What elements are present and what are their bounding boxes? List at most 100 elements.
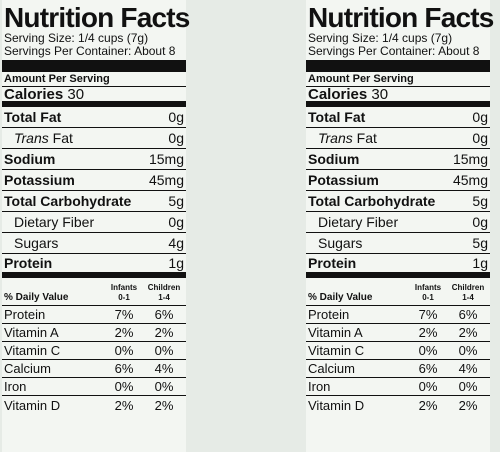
- daily-value-nutrient: Vitamin D: [4, 397, 61, 413]
- calories-label: Calories: [4, 85, 64, 103]
- daily-value-nutrient: Calcium: [4, 361, 51, 376]
- nutrient-label: Potassium: [4, 172, 75, 188]
- nutrient-row: Trans Fat 0g: [306, 128, 490, 149]
- infants-percent: 2%: [418, 397, 438, 413]
- daily-value-nutrient: Protein: [4, 307, 46, 322]
- nutrient-row: Total Fat 0g: [306, 107, 490, 128]
- nutrient-label: Dietary Fiber: [14, 214, 95, 230]
- daily-value-nutrient: Iron: [4, 379, 27, 394]
- children-percent: 4%: [154, 361, 174, 376]
- servings-per-container: Servings Per Container: About 8: [308, 44, 480, 58]
- nutrient-row: Total Fat 0g: [2, 107, 186, 128]
- nutrient-label: Trans Fat: [308, 130, 377, 146]
- infants-percent: 7%: [114, 307, 134, 322]
- nutrient-value: 4g: [168, 235, 184, 251]
- daily-value-nutrient: Vitamin C: [4, 343, 61, 358]
- infants-percent: 7%: [418, 307, 438, 322]
- nutrient-value: 45mg: [148, 172, 184, 188]
- calories-row: Calories 30: [2, 85, 186, 107]
- nutrient-value: 0g: [472, 130, 488, 146]
- infants-column-header: Infants 0-1: [414, 283, 442, 302]
- nutrient-label: Sugars: [318, 235, 363, 251]
- daily-value-label: % Daily Value: [308, 292, 373, 303]
- children-column-header: Children 1-4: [451, 283, 485, 302]
- nutrient-label-italic: Trans: [14, 130, 49, 146]
- children-percent: 0%: [154, 343, 174, 358]
- infants-percent: 0%: [418, 343, 438, 358]
- daily-value-header: % Daily Value Infants 0-1 Children 1-4: [306, 278, 490, 306]
- nutrient-label: Sugars: [14, 235, 59, 251]
- nutrients-list: Total Fat 0g Trans Fat 0g Sodium 15mg Potassiu…: [2, 107, 186, 278]
- daily-value-row: Vitamin A 2% 2%: [2, 324, 186, 342]
- nutrient-value: 5g: [472, 193, 488, 209]
- nutrient-label: Total Carbohydrate: [4, 193, 132, 209]
- children-percent: 4%: [458, 361, 478, 376]
- nutrient-value: 5g: [472, 235, 488, 251]
- amount-per-serving: Amount Per Serving: [306, 72, 490, 87]
- nutrient-value: 0g: [472, 109, 488, 125]
- infants-percent: 2%: [114, 325, 134, 340]
- daily-value-row: Vitamin A 2% 2%: [306, 324, 490, 342]
- daily-value-row: Vitamin D 2% 2%: [2, 396, 186, 414]
- nutrition-facts-panel-right: Nutrition Facts Serving Size: 1/4 cups (…: [306, 0, 494, 452]
- daily-values-list: Protein 7% 6% Vitamin A 2% 2% Vitamin C 0% 0% Cal…: [2, 306, 186, 414]
- nutrient-value: 0g: [472, 214, 488, 230]
- nutrient-label-italic: Trans: [318, 130, 353, 146]
- nutrient-value: 0g: [168, 130, 184, 146]
- nutrient-label: Dietary Fiber: [318, 214, 399, 230]
- thick-divider: [2, 60, 186, 72]
- nutrient-label: Protein: [308, 255, 357, 271]
- nutrient-row: Sodium 15mg: [306, 149, 490, 170]
- nutrient-value: 15mg: [148, 151, 184, 167]
- infants-column-header: Infants 0-1: [110, 283, 138, 302]
- daily-value-nutrient: Protein: [308, 307, 350, 322]
- children-percent: 0%: [458, 343, 478, 358]
- daily-value-row: Calcium 6% 4%: [306, 360, 490, 378]
- nutrient-row: Protein 1g: [306, 254, 490, 278]
- nutrient-label-rest: Fat: [48, 130, 73, 146]
- daily-value-row: Vitamin C 0% 0%: [2, 342, 186, 360]
- children-column-header: Children 1-4: [147, 283, 181, 302]
- nutrient-label-rest: Fat: [352, 130, 377, 146]
- nutrient-value: 45mg: [452, 172, 488, 188]
- daily-value-nutrient: Iron: [308, 379, 331, 394]
- daily-value-nutrient: Calcium: [308, 361, 355, 376]
- nutrient-row: Protein 1g: [2, 254, 186, 278]
- daily-value-nutrient: Vitamin C: [308, 343, 365, 358]
- serving-size: Serving Size: 1/4 cups (7g): [308, 31, 453, 45]
- nutrient-row: Trans Fat 0g: [2, 128, 186, 149]
- nutrient-label: Sodium: [308, 151, 360, 167]
- daily-value-row: Protein 7% 6%: [2, 306, 186, 324]
- infants-percent: 2%: [418, 325, 438, 340]
- nutrient-label: Trans Fat: [4, 130, 73, 146]
- infants-percent: 0%: [418, 379, 438, 394]
- thick-divider: [306, 60, 490, 72]
- amount-per-serving: Amount Per Serving: [2, 72, 186, 87]
- daily-value-row: Iron 0% 0%: [306, 378, 490, 396]
- daily-value-row: Protein 7% 6%: [306, 306, 490, 324]
- calories-label: Calories: [308, 85, 368, 103]
- daily-value-row: Calcium 6% 4%: [2, 360, 186, 378]
- nutrient-row: Dietary Fiber 0g: [306, 212, 490, 233]
- children-percent: 2%: [154, 325, 174, 340]
- nutrient-label: Total Fat: [308, 109, 366, 125]
- calories-value: 30: [67, 85, 85, 103]
- nutrient-row: Total Carbohydrate 5g: [306, 191, 490, 212]
- nutrient-value: 0g: [168, 109, 184, 125]
- serving-size: Serving Size: 1/4 cups (7g): [4, 31, 149, 45]
- nutrient-label: Total Carbohydrate: [308, 193, 436, 209]
- children-percent: 0%: [458, 379, 478, 394]
- panel-title: Nutrition Facts: [308, 2, 494, 33]
- children-percent: 6%: [458, 307, 478, 322]
- calories-value: 30: [371, 85, 389, 103]
- children-percent: 2%: [154, 397, 174, 413]
- infants-percent: 0%: [114, 343, 134, 358]
- daily-value-row: Vitamin C 0% 0%: [306, 342, 490, 360]
- nutrient-label: Sodium: [4, 151, 56, 167]
- nutrient-value: 0g: [168, 214, 184, 230]
- nutrient-value: 5g: [168, 193, 184, 209]
- daily-value-label: % Daily Value: [4, 292, 69, 303]
- servings-per-container: Servings Per Container: About 8: [4, 44, 176, 58]
- children-percent: 2%: [458, 325, 478, 340]
- daily-value-nutrient: Vitamin A: [308, 325, 363, 340]
